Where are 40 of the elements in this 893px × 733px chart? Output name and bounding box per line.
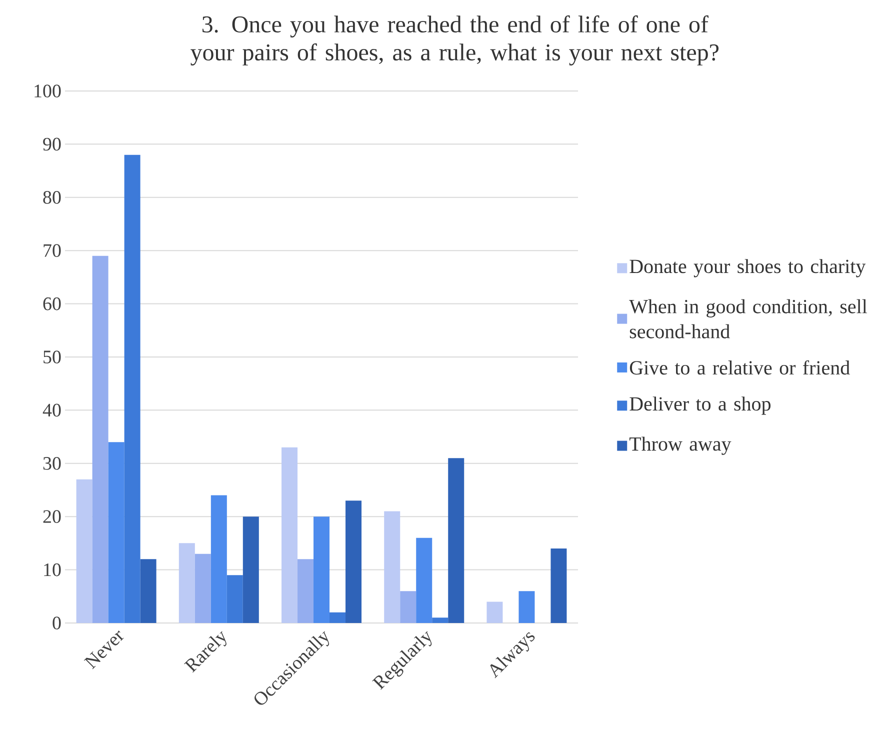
bar <box>242 516 259 623</box>
y-tick-label: 90 <box>43 138 61 151</box>
bar <box>124 154 140 623</box>
legend-label: Deliver to a shop <box>630 396 770 415</box>
y-tick-label: 20 <box>43 510 61 523</box>
bar <box>140 559 156 623</box>
chart-title: 3. Once you have reached the end of life of one of your pairs of shoes, as a rule, what is your next step? <box>190 15 719 66</box>
y-tick-label: 80 <box>43 190 61 204</box>
y-tick-label: 70 <box>44 244 61 257</box>
y-tick-label: 50 <box>44 350 61 364</box>
bar <box>298 559 314 623</box>
bar <box>210 495 227 623</box>
legend-label: Donate your shoes to charity <box>630 259 866 278</box>
bar <box>314 516 330 623</box>
bar <box>432 618 448 623</box>
bar <box>518 591 535 623</box>
legend-label: When in good condition, sell second-hand <box>629 299 868 338</box>
bar <box>486 602 503 623</box>
bar <box>400 591 416 623</box>
legend-label: Give to a relative or friend <box>630 360 850 375</box>
y-tick-label: 100 <box>34 84 61 98</box>
bar <box>178 543 195 623</box>
bar <box>346 500 362 623</box>
bar <box>92 256 108 623</box>
bar <box>282 447 298 623</box>
bar <box>416 538 432 623</box>
bar <box>108 442 124 623</box>
y-tick-label: 40 <box>42 404 61 417</box>
bar <box>226 575 243 623</box>
y-tick-label: 30 <box>43 456 61 470</box>
bar <box>448 458 464 623</box>
y-tick-label: 0 <box>52 616 61 630</box>
bar <box>194 554 211 623</box>
y-tick-label: 10 <box>44 563 61 576</box>
bar <box>550 548 567 623</box>
bar <box>384 511 400 623</box>
y-tick-label: 60 <box>43 297 61 310</box>
bar <box>76 479 92 623</box>
legend-label: Throw away <box>629 436 732 455</box>
bar <box>330 612 346 623</box>
